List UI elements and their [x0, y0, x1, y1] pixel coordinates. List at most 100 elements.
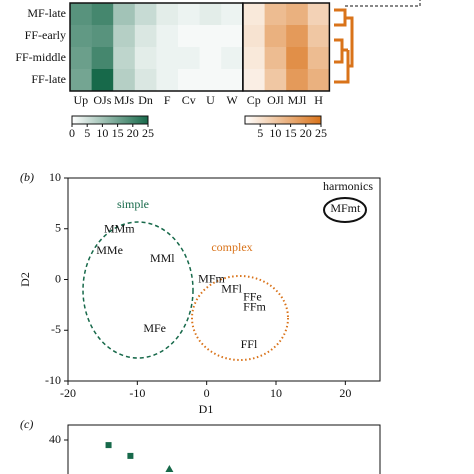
colorbar-tick-label: 20 — [127, 126, 139, 140]
dendrogram-link — [345, 0, 421, 7]
heat-cell — [178, 69, 200, 92]
row-label: FF-middle — [15, 50, 66, 64]
colorbar-tick-label: 15 — [112, 126, 124, 140]
column-label: MJl — [288, 93, 307, 107]
heat-cell — [221, 69, 244, 92]
heat-cell — [156, 25, 179, 48]
point-label: MFl — [221, 281, 242, 295]
column-label: F — [164, 93, 171, 107]
colorbar-tick-label: 0 — [69, 126, 75, 140]
point-label: MFe — [143, 321, 166, 335]
heat-cell — [113, 47, 136, 70]
y-axis-label: D2 — [18, 272, 32, 287]
heat-cell — [264, 47, 287, 70]
simple-group — [82, 221, 194, 359]
colorbar-tick-label: 25 — [142, 126, 154, 140]
point — [105, 442, 112, 449]
x-tick-label: 10 — [270, 386, 282, 400]
heat-cell — [91, 25, 114, 48]
heat-cell — [286, 47, 309, 70]
heat-cell — [199, 25, 222, 48]
heat-cell — [156, 47, 179, 70]
column-label: MJs — [114, 93, 134, 107]
x-tick-label: -20 — [60, 386, 76, 400]
point-label: FFe — [243, 290, 262, 304]
row-label: FF-late — [31, 72, 66, 86]
plot-frame — [67, 424, 381, 474]
x-axis-label: D1 — [199, 402, 214, 416]
heat-cell — [91, 3, 114, 26]
column-label: Up — [73, 93, 88, 107]
heat-cell — [134, 69, 157, 92]
heat-cell — [307, 25, 330, 48]
column-label: W — [226, 93, 238, 107]
column-label: Cp — [247, 93, 261, 107]
heat-cell — [264, 25, 287, 48]
dendrogram — [334, 8, 354, 84]
heat-cell — [70, 69, 92, 92]
column-label: U — [206, 93, 215, 107]
heat-cell — [286, 69, 309, 92]
x-tick-label: 0 — [204, 386, 210, 400]
heat-cell — [113, 69, 136, 92]
heat-cell — [199, 69, 222, 92]
heat-cell — [70, 3, 92, 26]
heat-cell — [286, 3, 309, 26]
harmonics-group — [323, 197, 367, 223]
colorbar-tick-label: 10 — [269, 126, 281, 140]
column-label: Cv — [182, 93, 196, 107]
heat-cell — [199, 3, 222, 26]
heat-cell — [91, 47, 114, 70]
panel-label: (c) — [20, 417, 33, 431]
point-label: MMe — [96, 243, 123, 257]
heat-cell — [307, 47, 330, 70]
heat-cell — [156, 69, 179, 92]
y-tick-label: 10 — [49, 170, 61, 184]
column-label: OJs — [93, 93, 111, 107]
point-label: MMl — [150, 251, 175, 265]
colorbar-tick-label: 5 — [84, 126, 90, 140]
heat-cell — [70, 47, 92, 70]
point-label: MMm — [104, 222, 135, 236]
group-label: complex — [211, 240, 252, 254]
complex-group — [191, 275, 289, 361]
x-tick-label: -10 — [129, 386, 145, 400]
heat-cell — [221, 3, 244, 26]
panel-label: (b) — [20, 170, 34, 184]
colorbar — [244, 115, 322, 125]
heat-cell — [134, 3, 157, 26]
y-tick-label: 5 — [55, 221, 61, 235]
heat-cell — [113, 25, 136, 48]
heat-cell — [113, 3, 136, 26]
heat-cell — [70, 25, 92, 48]
heat-cell — [286, 25, 309, 48]
heat-cell — [307, 3, 330, 26]
heat-cell — [178, 25, 200, 48]
heat-cell — [243, 69, 265, 92]
column-label: H — [314, 93, 323, 107]
colorbar — [71, 115, 149, 125]
heat-cell — [156, 3, 179, 26]
heat-border — [242, 2, 331, 92]
colorbar-tick-label: 5 — [257, 126, 263, 140]
point-label: MFmt — [330, 201, 361, 215]
point — [165, 465, 174, 472]
heat-cell — [307, 69, 330, 92]
heat-cell — [199, 47, 222, 70]
heat-cell — [221, 47, 244, 70]
colorbar-tick-label: 15 — [285, 126, 297, 140]
colorbar-tick-label: 25 — [315, 126, 327, 140]
y-tick-label: -10 — [45, 373, 61, 387]
colorbar-tick-label: 20 — [300, 126, 312, 140]
group-label: simple — [117, 197, 149, 211]
heat-cell — [221, 25, 244, 48]
x-tick-label: 20 — [339, 386, 351, 400]
heat-cell — [264, 3, 287, 26]
heat-cell — [243, 25, 265, 48]
group-label: harmonics — [323, 179, 373, 193]
heat-cell — [243, 47, 265, 70]
y-tick-label: 40 — [49, 432, 61, 446]
row-label: FF-early — [25, 28, 66, 42]
